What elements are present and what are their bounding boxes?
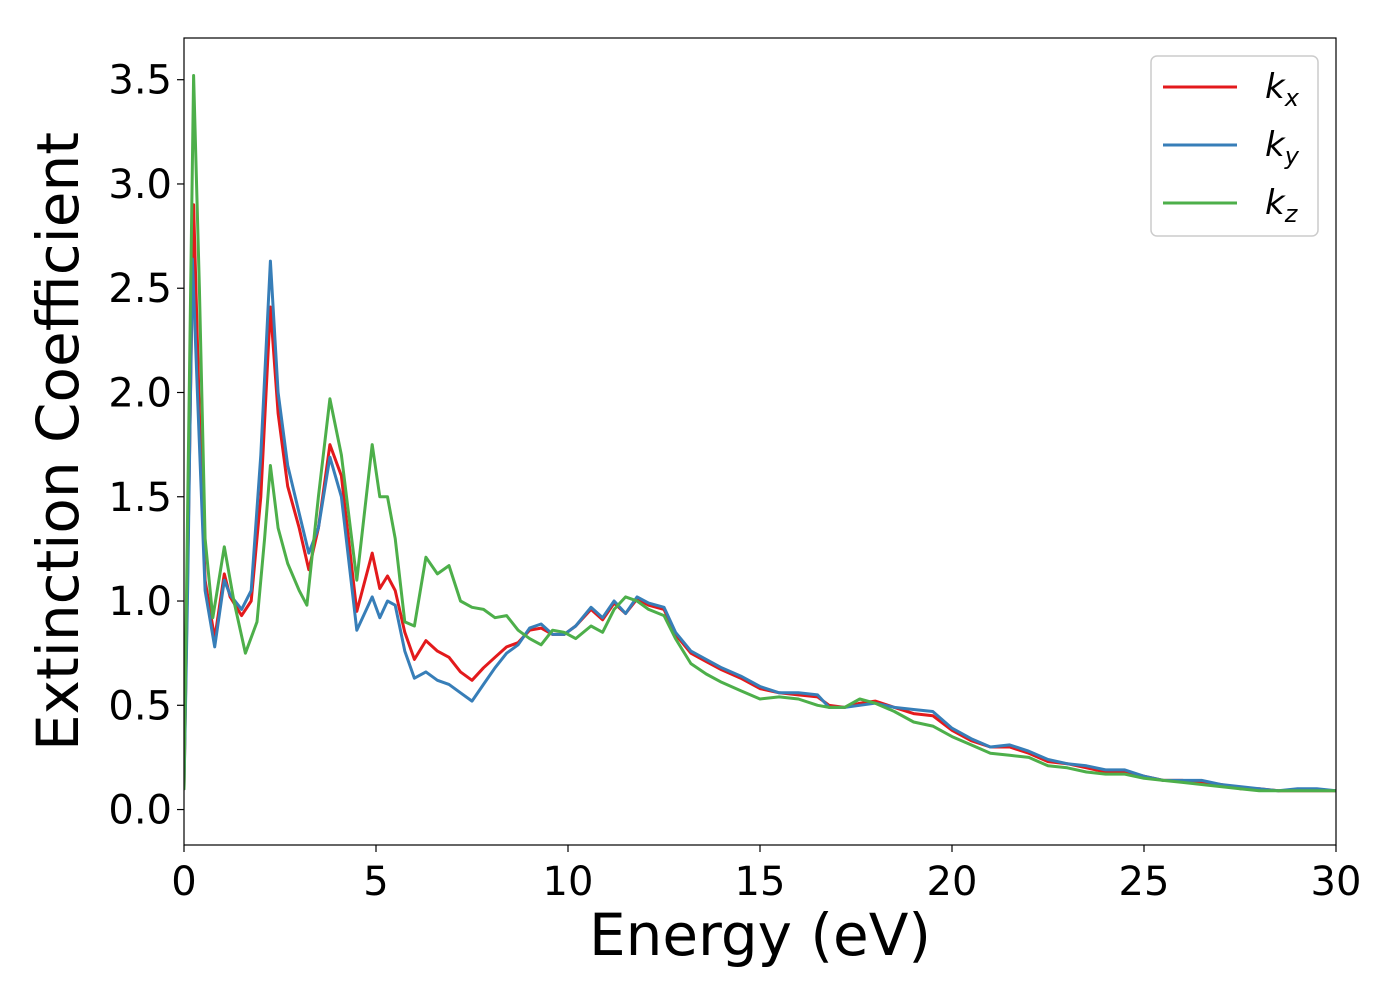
x-axis-ticks: 0 5 10 15 20 25 30 — [171, 845, 1361, 905]
legend-label-kz: kz — [1265, 183, 1299, 228]
y-tick-label: 0.0 — [108, 788, 172, 834]
series-line-ky — [184, 257, 1336, 793]
y-tick-label: 1.0 — [108, 579, 172, 625]
x-axis-label: Energy (eV) — [589, 901, 931, 969]
x-tick-label: 0 — [171, 859, 196, 905]
x-tick-label: 25 — [1119, 859, 1170, 905]
y-tick-label: 2.5 — [108, 266, 172, 312]
series-line-kx — [184, 203, 1336, 793]
series-lines — [184, 74, 1336, 793]
x-tick-label: 5 — [363, 859, 388, 905]
x-tick-label: 10 — [543, 859, 594, 905]
legend: kx ky kz — [1150, 55, 1319, 237]
x-tick-label: 20 — [927, 859, 978, 905]
y-tick-label: 0.5 — [108, 683, 172, 729]
x-tick-label: 15 — [735, 859, 786, 905]
y-axis-label: Extinction Coefficient — [24, 132, 92, 751]
y-tick-label: 3.5 — [108, 58, 172, 104]
y-axis-ticks: 0.0 0.5 1.0 1.5 2.0 2.5 3.0 3.5 — [108, 58, 184, 834]
y-tick-label: 1.5 — [108, 475, 172, 521]
x-tick-label: 30 — [1311, 859, 1362, 905]
series-line-kz — [184, 74, 1336, 793]
legend-label-ky: ky — [1265, 125, 1300, 170]
y-tick-label: 2.0 — [108, 370, 172, 416]
legend-label-kx: kx — [1265, 67, 1300, 112]
y-tick-label: 3.0 — [108, 162, 172, 208]
